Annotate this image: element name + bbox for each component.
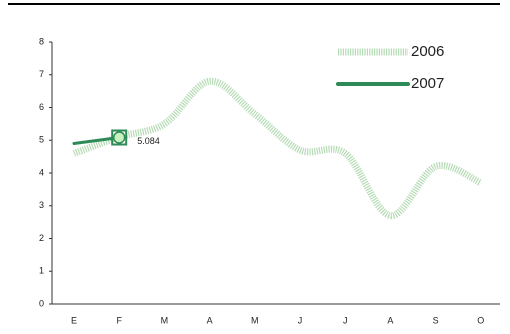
y-tick-label: 0	[39, 298, 44, 308]
x-tick-label: F	[116, 315, 122, 325]
y-tick-label: 3	[39, 200, 44, 210]
legend-label: 2007	[411, 75, 444, 92]
series-line	[72, 77, 483, 220]
legend-label: 2006	[411, 43, 444, 60]
x-tick-label: M	[161, 315, 169, 325]
x-tick-label: M	[251, 315, 259, 325]
y-tick-label: 6	[39, 102, 44, 112]
x-tick-label: S	[433, 315, 439, 325]
x-tick-label: J	[298, 315, 303, 325]
y-tick-label: 4	[39, 167, 44, 177]
y-tick-label: 8	[39, 36, 44, 46]
x-tick-label: O	[477, 315, 484, 325]
y-tick-label: 7	[39, 69, 44, 79]
x-tick-label: E	[71, 315, 77, 325]
x-tick-label: A	[387, 315, 393, 325]
y-tick-label: 2	[39, 233, 44, 243]
point-marker	[111, 129, 128, 146]
y-tick-label: 1	[39, 266, 44, 276]
y-tick-label: 5	[39, 135, 44, 145]
x-tick-label: J	[343, 315, 348, 325]
data-label: 5.084	[137, 136, 160, 146]
x-tick-label: A	[207, 315, 213, 325]
point-marker	[112, 131, 126, 144]
